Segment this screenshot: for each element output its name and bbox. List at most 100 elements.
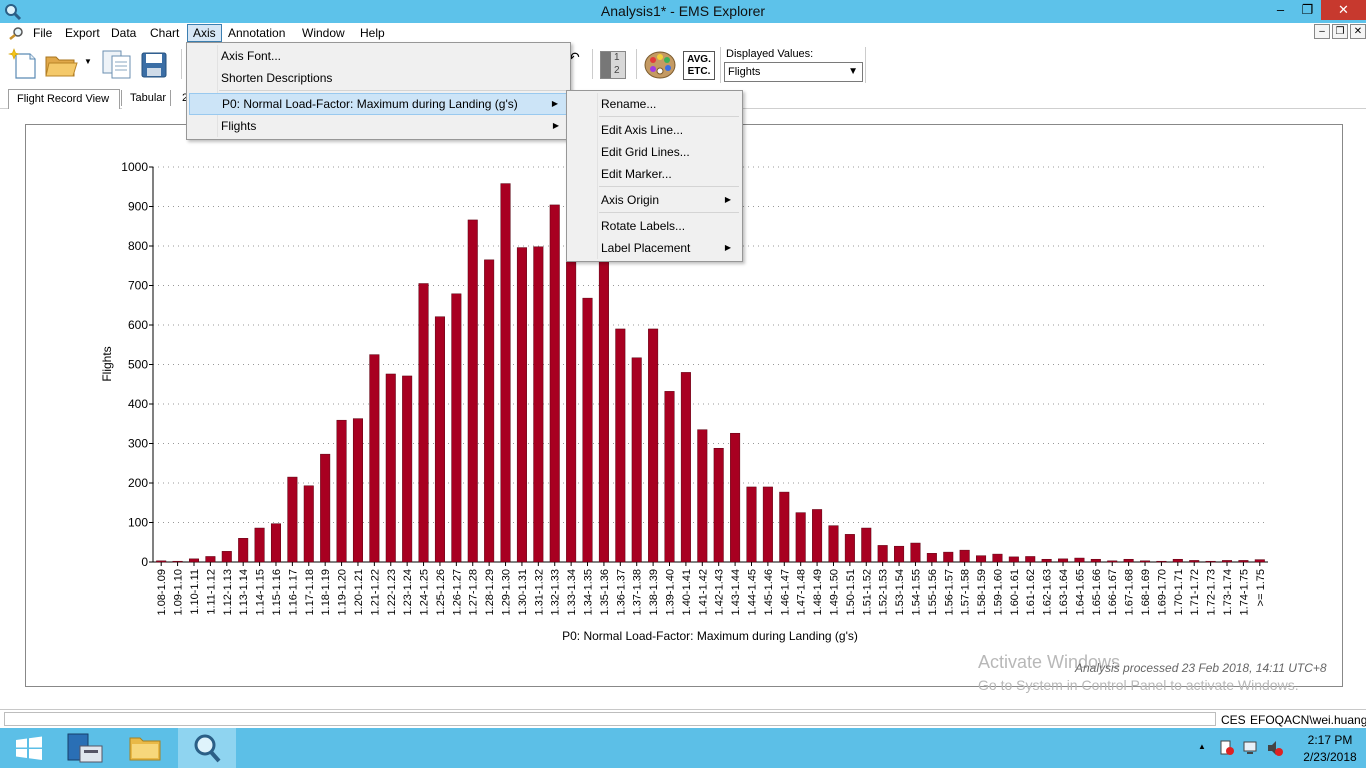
- histogram-bar[interactable]: [303, 485, 314, 563]
- histogram-bar[interactable]: [713, 447, 724, 563]
- menu-help[interactable]: Help: [360, 26, 385, 40]
- menu-item-edit-grid-lines[interactable]: Edit Grid Lines...: [601, 145, 690, 159]
- menu-data[interactable]: Data: [111, 26, 137, 40]
- histogram-bar[interactable]: [1140, 560, 1151, 563]
- menu-chart[interactable]: Chart: [150, 26, 180, 40]
- histogram-bar[interactable]: [1025, 556, 1036, 563]
- menu-item-axis-font[interactable]: Axis Font...: [221, 49, 282, 63]
- histogram-bar[interactable]: [566, 261, 577, 563]
- minimize-button[interactable]: –: [1267, 0, 1294, 20]
- histogram-bar[interactable]: [1254, 559, 1265, 563]
- histogram-bar[interactable]: [1074, 557, 1085, 563]
- histogram-bar[interactable]: [1090, 558, 1101, 563]
- histogram-bar[interactable]: [910, 542, 921, 563]
- histogram-bar[interactable]: [992, 553, 1003, 563]
- histogram-bar[interactable]: [812, 509, 823, 563]
- menu-file[interactable]: File: [33, 26, 53, 40]
- menu-item-p0-axis[interactable]: P0: Normal Load-Factor: Maximum during L…: [189, 93, 567, 115]
- histogram-bar[interactable]: [1222, 560, 1233, 563]
- histogram-bar[interactable]: [1123, 558, 1134, 563]
- menu-item-edit-axis-line[interactable]: Edit Axis Line...: [601, 123, 684, 137]
- histogram-bar[interactable]: [680, 372, 691, 563]
- histogram-bar[interactable]: [516, 247, 527, 563]
- histogram-bar[interactable]: [172, 560, 183, 563]
- histogram-bar[interactable]: [434, 316, 445, 563]
- histogram-bar[interactable]: [188, 558, 199, 563]
- avg-etc-button[interactable]: AVG. ETC.: [683, 51, 715, 80]
- histogram-bar[interactable]: [582, 297, 593, 563]
- histogram-bar[interactable]: [1156, 560, 1167, 563]
- chevron-down-icon[interactable]: ▼: [84, 57, 92, 66]
- histogram-bar[interactable]: [598, 257, 609, 563]
- mdi-restore-button[interactable]: ❐: [1332, 24, 1348, 39]
- windows-start-icon[interactable]: [0, 728, 58, 768]
- histogram-bar[interactable]: [238, 538, 249, 563]
- menu-window[interactable]: Window: [302, 26, 345, 40]
- tray-flag-icon[interactable]: [1218, 739, 1236, 757]
- new-document-icon[interactable]: [8, 48, 38, 80]
- histogram-bar[interactable]: [697, 429, 708, 563]
- ems-explorer-taskbar-icon[interactable]: [178, 728, 236, 768]
- histogram-bar[interactable]: [1041, 558, 1052, 563]
- histogram-bar[interactable]: [1058, 558, 1069, 563]
- tray-expand-icon[interactable]: ▲: [1198, 742, 1206, 751]
- histogram-bar[interactable]: [877, 545, 888, 563]
- histogram-bar[interactable]: [352, 418, 363, 563]
- histogram-bar[interactable]: [320, 453, 331, 563]
- histogram-bar[interactable]: [533, 246, 544, 563]
- histogram-bar[interactable]: [976, 555, 987, 563]
- clock-time[interactable]: 2:17 PM: [1307, 733, 1353, 747]
- histogram-bar[interactable]: [418, 283, 429, 563]
- menu-item-shorten-descriptions[interactable]: Shorten Descriptions: [221, 71, 333, 85]
- histogram-bar[interactable]: [254, 527, 265, 563]
- menu-item-label-placement[interactable]: Label Placement ▶: [601, 237, 739, 259]
- histogram-bar[interactable]: [746, 486, 757, 563]
- clock-date[interactable]: 2/23/2018: [1303, 750, 1357, 764]
- tab-flight-record-view[interactable]: Flight Record View: [8, 89, 120, 109]
- mdi-close-button[interactable]: ✕: [1350, 24, 1366, 39]
- palette-icon[interactable]: [643, 49, 677, 81]
- copy-icon[interactable]: [101, 49, 133, 79]
- histogram-bar[interactable]: [402, 375, 413, 563]
- save-icon[interactable]: [140, 51, 168, 79]
- histogram-bar[interactable]: [1238, 560, 1249, 563]
- histogram-bar[interactable]: [270, 523, 281, 563]
- histogram-bar[interactable]: [926, 553, 937, 563]
- histogram-bar[interactable]: [795, 512, 806, 563]
- open-folder-icon[interactable]: [44, 51, 78, 79]
- histogram-bar[interactable]: [549, 204, 560, 563]
- histogram-bar[interactable]: [648, 328, 659, 563]
- histogram-bar[interactable]: [156, 560, 167, 563]
- compare-icon[interactable]: 1 2: [600, 51, 626, 79]
- histogram-bar[interactable]: [943, 551, 954, 563]
- histogram-bar[interactable]: [1172, 558, 1183, 563]
- undo-icon[interactable]: ↶: [568, 49, 580, 65]
- histogram-bar[interactable]: [959, 549, 970, 563]
- histogram-bar[interactable]: [730, 432, 741, 563]
- histogram-bar[interactable]: [205, 556, 216, 563]
- histogram-bar[interactable]: [762, 486, 773, 563]
- histogram-bar[interactable]: [385, 373, 396, 563]
- histogram-bar[interactable]: [894, 545, 905, 563]
- file-explorer-icon[interactable]: [116, 728, 174, 768]
- menu-item-flights-axis[interactable]: Flights ▶: [189, 115, 567, 137]
- histogram-bar[interactable]: [828, 525, 839, 563]
- histogram-bar[interactable]: [287, 476, 298, 563]
- histogram-bar[interactable]: [221, 551, 232, 563]
- mdi-minimize-button[interactable]: –: [1314, 24, 1330, 39]
- menu-annotation[interactable]: Annotation: [228, 26, 286, 40]
- menu-item-axis-origin[interactable]: Axis Origin ▶: [601, 189, 739, 211]
- histogram-bar[interactable]: [1205, 560, 1216, 563]
- histogram-bar[interactable]: [1107, 560, 1118, 563]
- histogram-bar[interactable]: [500, 183, 511, 563]
- menu-item-edit-marker[interactable]: Edit Marker...: [601, 167, 672, 181]
- histogram-bar[interactable]: [484, 259, 495, 563]
- histogram-bar[interactable]: [615, 328, 626, 563]
- histogram-bar[interactable]: [467, 219, 478, 563]
- histogram-bar[interactable]: [1189, 560, 1200, 563]
- histogram-bar[interactable]: [631, 357, 642, 563]
- menu-item-rotate-labels[interactable]: Rotate Labels...: [601, 219, 686, 233]
- histogram-bar[interactable]: [844, 534, 855, 563]
- histogram-bar[interactable]: [1008, 556, 1019, 563]
